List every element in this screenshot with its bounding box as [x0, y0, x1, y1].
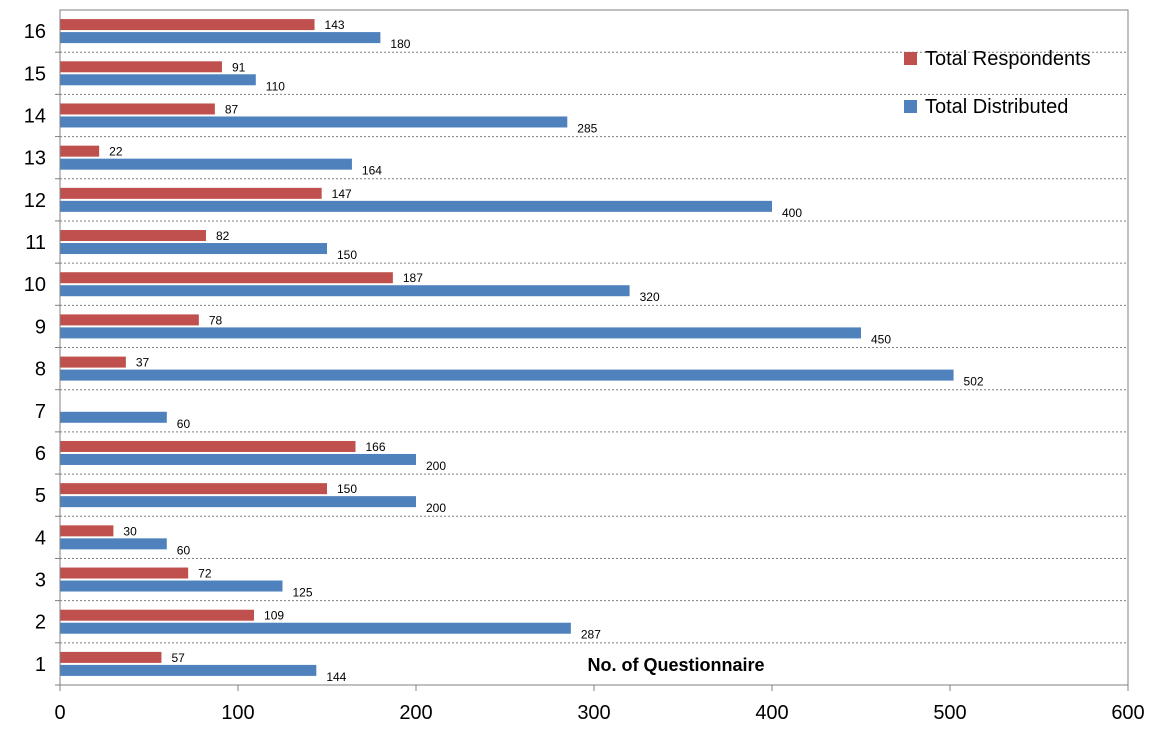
bar-total-distributed [60, 453, 416, 465]
bar-total-respondents [60, 272, 393, 284]
bar-total-respondents [60, 609, 255, 621]
data-label-distributed: 450 [871, 332, 891, 346]
data-label-respondents: 78 [209, 313, 223, 327]
x-tick-label: 0 [54, 702, 65, 724]
data-label-respondents: 22 [109, 145, 123, 159]
data-label-respondents: 143 [325, 18, 345, 32]
bar-total-distributed [60, 538, 167, 550]
y-tick-label: 4 [35, 527, 46, 549]
data-label-distributed: 164 [362, 164, 382, 178]
data-label-respondents: 87 [225, 102, 239, 116]
data-label-distributed: 200 [426, 501, 446, 515]
data-label-distributed: 110 [266, 79, 285, 93]
bar-total-distributed [60, 200, 772, 212]
y-tick-label: 5 [35, 485, 46, 507]
data-label-respondents: 91 [232, 60, 246, 74]
y-tick-label: 6 [35, 443, 46, 465]
data-label-respondents: 150 [337, 482, 357, 496]
bar-total-respondents [60, 103, 215, 115]
x-axis-title: No. of Questionnaire [587, 655, 764, 675]
data-label-distributed: 285 [577, 121, 597, 135]
data-label-distributed: 287 [581, 628, 601, 642]
tick-labels: 0 100 200 300 400 500 600123456789101112131415… [24, 21, 1145, 724]
bar-total-distributed [60, 32, 381, 44]
bar-total-respondents [60, 314, 199, 326]
data-label-respondents: 147 [332, 187, 352, 201]
y-tick-label: 14 [24, 105, 46, 127]
data-label-distributed: 180 [390, 37, 410, 51]
x-tick-label: 400 [755, 702, 788, 724]
data-label-respondents: 30 [123, 524, 137, 538]
legend-label: Total Respondents [925, 48, 1091, 70]
y-tick-label: 7 [35, 401, 46, 423]
bar-total-distributed [60, 411, 167, 423]
bar-total-distributed [60, 74, 256, 86]
x-tick-label: 300 [577, 702, 610, 724]
data-label-respondents: 72 [198, 567, 212, 581]
data-labels: 57 144 109 287 72 125 30 60 150 200 166 200 60 37 502 7… [109, 18, 984, 684]
data-label-distributed: 320 [640, 290, 660, 304]
y-tick-label: 16 [24, 21, 46, 43]
legend-swatch [904, 52, 917, 65]
bar-total-respondents [60, 61, 222, 73]
x-tick-label: 600 [1111, 702, 1144, 724]
x-tick-label: 100 [221, 702, 254, 724]
y-tick-label: 15 [24, 63, 46, 85]
data-label-respondents: 57 [171, 651, 185, 665]
bar-total-respondents [60, 525, 114, 537]
legend: Total Respondents Total Distributed [904, 48, 1091, 118]
bar-total-respondents [60, 567, 189, 579]
y-tick-label: 8 [35, 359, 46, 381]
legend-swatch [904, 100, 917, 113]
y-tick-label: 3 [35, 570, 46, 592]
data-label-respondents: 37 [136, 356, 150, 370]
y-tick-label: 11 [25, 232, 46, 254]
data-label-distributed: 200 [426, 459, 446, 473]
bar-total-distributed [60, 327, 861, 339]
bar-total-respondents [60, 19, 315, 31]
data-label-distributed: 144 [326, 670, 346, 684]
data-label-respondents: 187 [403, 271, 423, 285]
bar-total-respondents [60, 187, 322, 199]
bar-total-respondents [60, 145, 100, 157]
y-tick-label: 13 [24, 148, 46, 170]
data-label-distributed: 400 [782, 206, 802, 220]
data-label-respondents: 82 [216, 229, 230, 243]
data-label-distributed: 60 [177, 417, 191, 431]
data-label-respondents: 109 [264, 609, 284, 623]
data-label-distributed: 125 [293, 586, 313, 600]
gridlines [60, 51, 1128, 644]
data-label-distributed: 60 [177, 543, 191, 557]
bar-total-distributed [60, 664, 317, 676]
bar-total-distributed [60, 243, 327, 255]
y-tick-label: 1 [35, 654, 46, 676]
y-tick-label: 9 [35, 316, 46, 338]
bar-total-respondents [60, 230, 206, 242]
bar-total-respondents [60, 483, 327, 495]
data-label-distributed: 150 [337, 248, 357, 262]
bar-total-distributed [60, 580, 283, 592]
data-label-respondents: 166 [365, 440, 385, 454]
bar-total-distributed [60, 158, 352, 170]
bar-total-distributed [60, 285, 630, 297]
y-tick-label: 12 [24, 190, 46, 212]
x-tick-label: 500 [933, 702, 966, 724]
x-tick-label: 200 [399, 702, 432, 724]
bar-total-respondents [60, 356, 126, 368]
axes [55, 9, 1129, 691]
bars [60, 19, 954, 676]
bar-total-distributed [60, 496, 416, 508]
bar-total-distributed [60, 369, 954, 381]
y-tick-label: 2 [35, 612, 46, 634]
data-label-distributed: 502 [964, 375, 984, 389]
bar-total-respondents [60, 440, 356, 452]
bar-total-distributed [60, 116, 568, 128]
legend-label: Total Distributed [925, 96, 1068, 118]
bar-total-distributed [60, 622, 571, 634]
bar-total-respondents [60, 651, 162, 663]
y-tick-label: 10 [24, 274, 46, 296]
